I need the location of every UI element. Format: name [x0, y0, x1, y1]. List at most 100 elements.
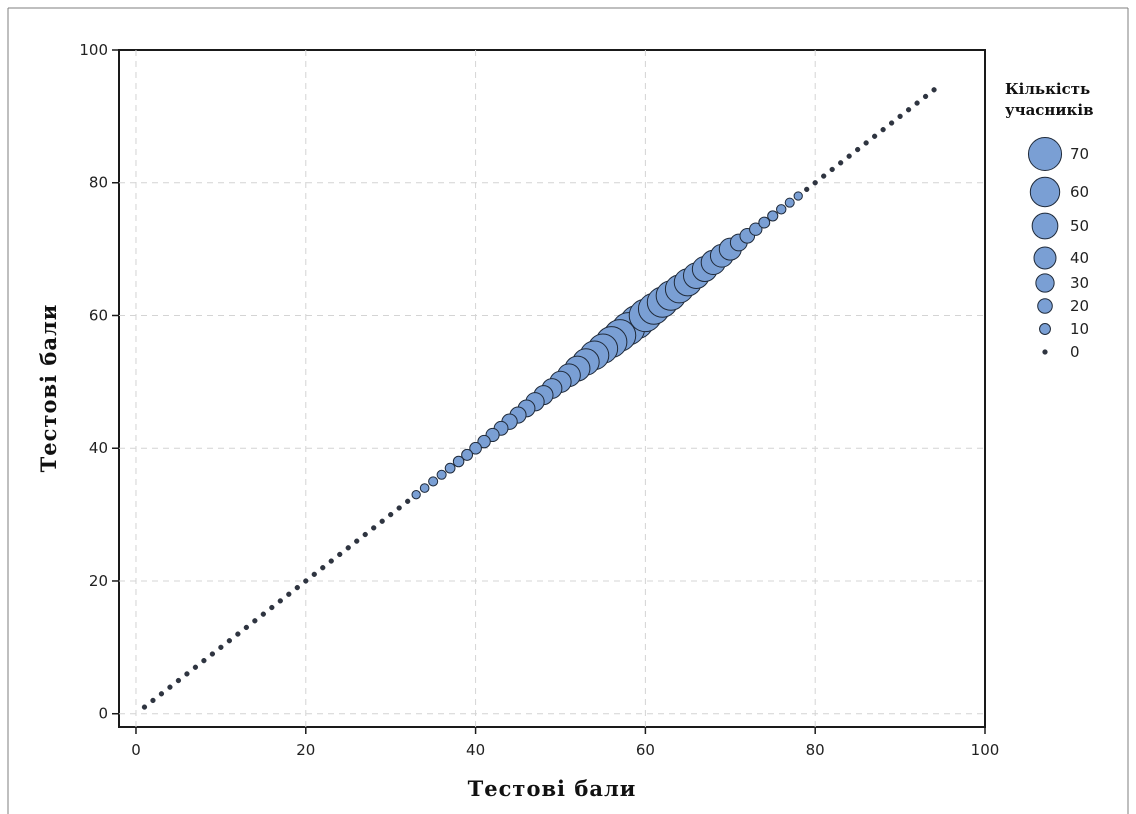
- legend-size-label: 10: [1070, 320, 1089, 338]
- x-tick-label: 20: [296, 741, 315, 759]
- bubble-point: [141, 704, 148, 710]
- grid-lines: [119, 50, 985, 727]
- bubble-point: [477, 434, 491, 449]
- y-tick-label: 80: [89, 174, 108, 192]
- legend-size-marker: [1029, 176, 1061, 208]
- bubble-point: [294, 584, 300, 591]
- size-legend: Кількість учасників 70 60 50 40 30 20 10 0: [1005, 80, 1094, 361]
- bubble-point: [931, 87, 937, 93]
- bubble-point: [804, 186, 810, 193]
- bubble-point: [793, 191, 803, 201]
- bubble-point: [311, 571, 317, 577]
- bubble-point: [829, 166, 835, 173]
- data-points: [141, 87, 937, 710]
- bubble-point: [218, 644, 224, 651]
- bubble-point: [167, 684, 173, 690]
- legend-size-label: 60: [1070, 183, 1089, 201]
- x-tick-label: 0: [131, 741, 141, 759]
- x-tick-label: 80: [806, 741, 825, 759]
- bubble-point: [436, 469, 447, 480]
- bubble-point: [337, 551, 343, 558]
- y-tick-label: 0: [98, 705, 108, 723]
- plot-area: 0 20 40 60 80 100 0 20 40 60 80 100: [79, 41, 999, 759]
- bubble-point: [371, 525, 377, 531]
- bubble-point: [209, 651, 216, 657]
- bubble-point: [303, 578, 309, 584]
- bubble-point: [838, 160, 844, 166]
- bubble-point: [812, 180, 818, 186]
- legend-size-marker: [1033, 246, 1057, 270]
- bubble-point: [158, 691, 165, 697]
- bubble-point: [428, 476, 439, 487]
- legend-size-marker: [1037, 298, 1053, 314]
- bubble-point: [243, 624, 250, 631]
- bubble-point: [345, 545, 351, 551]
- bubble-point: [252, 618, 258, 624]
- bubble-point: [776, 204, 787, 215]
- y-tick-label: 60: [89, 306, 108, 324]
- y-tick-label: 40: [89, 439, 108, 457]
- y-axis-title: Тестові бали: [36, 304, 61, 473]
- bubble-point: [269, 604, 275, 611]
- bubble-point: [871, 133, 878, 139]
- bubble-point: [888, 120, 895, 126]
- bubble-point: [235, 631, 241, 637]
- bubble-point: [388, 511, 394, 518]
- bubble-point: [749, 222, 763, 236]
- bubble-point: [379, 518, 385, 524]
- legend-size-marker: [1031, 212, 1059, 240]
- legend-size-marker: [1027, 136, 1063, 172]
- legend-size-label: 0: [1070, 343, 1080, 361]
- bubble-point: [863, 140, 869, 146]
- bubble-point: [260, 611, 266, 617]
- bubble-point: [150, 697, 156, 704]
- bubble-point: [286, 591, 292, 597]
- bubble-point: [320, 565, 326, 571]
- bubble-point: [461, 448, 474, 461]
- y-tick-label: 20: [89, 572, 108, 590]
- legend-size-marker: [1039, 323, 1051, 335]
- legend-title-line-2: учасників: [1005, 101, 1094, 119]
- bubble-point: [405, 498, 411, 504]
- bubble-point: [784, 197, 795, 208]
- bubble-point: [452, 455, 465, 468]
- bubble-point: [914, 100, 920, 106]
- x-axis-title: Тестові бали: [468, 776, 637, 801]
- bubble-point: [328, 558, 334, 564]
- legend-size-marker: [1035, 273, 1055, 293]
- x-tick-label: 40: [466, 741, 485, 759]
- bubble-point: [277, 598, 283, 604]
- bubble-point: [184, 671, 190, 677]
- legend-size-label: 20: [1070, 297, 1089, 315]
- axis-ticks: 0 20 40 60 80 100 0 20 40 60 80 100: [79, 41, 999, 759]
- bubble-point: [767, 210, 779, 222]
- legend-size-marker: [1042, 349, 1048, 355]
- bubble-point: [354, 538, 360, 544]
- legend-size-label: 40: [1070, 249, 1089, 267]
- x-tick-label: 60: [636, 741, 655, 759]
- legend-title-line-1: Кількість: [1005, 80, 1090, 98]
- bubble-point: [396, 505, 402, 511]
- bubble-point: [821, 173, 827, 179]
- bubble-point: [419, 483, 430, 493]
- y-tick-label: 100: [79, 41, 108, 59]
- bubble-point: [226, 638, 233, 644]
- bubble-point: [897, 113, 903, 120]
- bubble-point: [880, 126, 886, 133]
- bubble-point: [905, 107, 912, 113]
- bubble-point: [846, 153, 852, 159]
- bubble-point: [444, 462, 456, 474]
- bubble-point: [175, 677, 182, 684]
- legend-size-label: 70: [1070, 145, 1089, 163]
- legend-size-label: 50: [1070, 217, 1089, 235]
- bubble-point: [758, 216, 771, 229]
- bubble-point: [854, 146, 861, 153]
- bubble-point: [922, 93, 929, 100]
- bubble-point: [192, 664, 199, 670]
- bubble-point: [469, 441, 482, 455]
- legend-size-label: 30: [1070, 274, 1089, 292]
- bubble-point: [362, 531, 368, 538]
- bubble-point: [201, 657, 207, 664]
- bubble-point: [411, 490, 421, 500]
